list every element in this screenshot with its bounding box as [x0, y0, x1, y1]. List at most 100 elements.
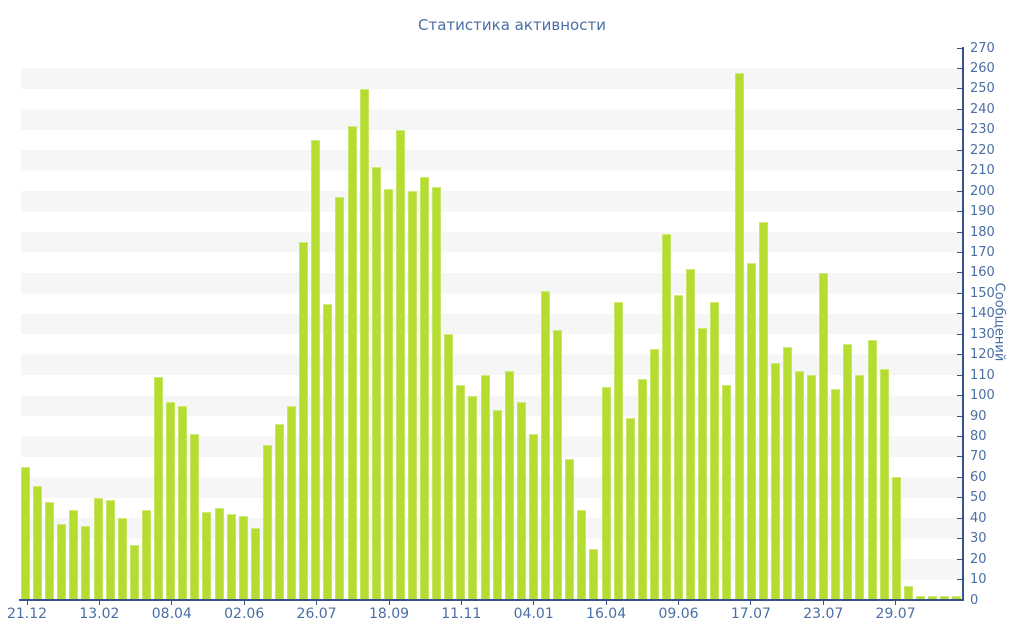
bar[interactable] — [492, 409, 502, 600]
bar[interactable] — [33, 485, 43, 600]
bar[interactable] — [93, 497, 103, 600]
bar[interactable] — [262, 444, 272, 600]
bar[interactable] — [952, 595, 962, 600]
bar[interactable] — [891, 477, 901, 600]
y-tick-mark — [957, 292, 962, 294]
bar[interactable] — [625, 418, 635, 600]
y-tick-label: 40 — [970, 510, 987, 526]
bar[interactable] — [553, 330, 563, 600]
y-tick-mark — [957, 272, 962, 274]
bar[interactable] — [226, 514, 236, 600]
bar[interactable] — [468, 395, 478, 600]
bar[interactable] — [541, 291, 551, 600]
bar[interactable] — [432, 187, 442, 600]
bar[interactable] — [686, 268, 696, 600]
bar[interactable] — [141, 510, 151, 600]
bar[interactable] — [311, 140, 321, 600]
bar[interactable] — [45, 501, 55, 600]
bar[interactable] — [879, 369, 889, 600]
bar[interactable] — [758, 221, 768, 600]
bar[interactable] — [299, 242, 309, 600]
bar[interactable] — [565, 458, 575, 600]
bar[interactable] — [637, 379, 647, 600]
bar[interactable] — [166, 401, 176, 600]
bar[interactable] — [928, 595, 938, 600]
bar[interactable] — [577, 510, 587, 600]
bar[interactable] — [347, 125, 357, 600]
bar[interactable] — [214, 508, 224, 600]
y-tick-mark — [957, 517, 962, 519]
bar[interactable] — [661, 234, 671, 600]
x-tick-label: 04.01 — [513, 606, 554, 622]
bar[interactable] — [154, 377, 164, 600]
bar[interactable] — [867, 340, 877, 600]
y-tick-mark — [957, 149, 962, 151]
y-tick-mark — [957, 354, 962, 356]
y-tick-label: 160 — [970, 265, 995, 281]
bar[interactable] — [238, 516, 248, 600]
bar[interactable] — [746, 262, 756, 600]
bar[interactable] — [903, 585, 913, 600]
bar[interactable] — [601, 387, 611, 600]
bar[interactable] — [770, 362, 780, 600]
bar[interactable] — [734, 72, 744, 600]
bar[interactable] — [105, 499, 115, 600]
bar[interactable] — [819, 272, 829, 600]
bar[interactable] — [710, 301, 720, 600]
y-axis-line — [962, 47, 964, 601]
bar[interactable] — [807, 375, 817, 600]
y-tick-mark — [957, 67, 962, 69]
bar[interactable] — [408, 191, 417, 600]
bar[interactable] — [915, 595, 925, 600]
x-tick-label: 09.06 — [658, 606, 699, 622]
bar[interactable] — [456, 385, 466, 600]
bar[interactable] — [383, 189, 393, 600]
bar[interactable] — [855, 375, 865, 600]
bar[interactable] — [782, 346, 792, 600]
bar[interactable] — [190, 434, 200, 600]
bar[interactable] — [21, 467, 30, 600]
bar[interactable] — [129, 544, 139, 600]
x-tick-label: 08.04 — [151, 606, 192, 622]
bar[interactable] — [395, 129, 405, 600]
bar[interactable] — [117, 518, 127, 600]
bar[interactable] — [831, 389, 841, 600]
bar[interactable] — [698, 328, 708, 600]
bar[interactable] — [287, 405, 297, 600]
y-tick-mark — [957, 190, 962, 192]
y-tick-mark — [957, 435, 962, 437]
bar[interactable] — [480, 375, 490, 600]
bar[interactable] — [940, 595, 950, 600]
bar[interactable] — [323, 303, 333, 600]
bar[interactable] — [528, 434, 538, 600]
bar[interactable] — [444, 334, 454, 600]
y-tick-mark — [957, 333, 962, 335]
bar[interactable] — [589, 548, 599, 600]
bar[interactable] — [250, 528, 260, 600]
bar[interactable] — [371, 166, 381, 600]
bar[interactable] — [722, 385, 732, 600]
y-tick-label: 10 — [970, 572, 987, 588]
bar[interactable] — [649, 348, 659, 600]
bar[interactable] — [420, 176, 430, 600]
bar[interactable] — [359, 88, 369, 600]
bar[interactable] — [504, 371, 514, 600]
y-tick-label: 20 — [970, 551, 987, 567]
bar[interactable] — [335, 197, 345, 600]
y-tick-label: 190 — [970, 204, 995, 220]
bar[interactable] — [613, 301, 623, 600]
bar[interactable] — [516, 401, 526, 600]
bar[interactable] — [674, 295, 684, 600]
bar[interactable] — [202, 512, 212, 600]
bar[interactable] — [69, 510, 79, 600]
bar[interactable] — [57, 524, 67, 600]
y-tick-label: 240 — [970, 101, 995, 117]
plot-area — [21, 48, 962, 600]
bar[interactable] — [81, 526, 91, 600]
bar[interactable] — [274, 424, 284, 600]
bar[interactable] — [843, 344, 853, 600]
bar[interactable] — [178, 405, 188, 600]
bar[interactable] — [795, 371, 804, 600]
x-tick-mark — [822, 601, 824, 605]
y-tick-mark — [957, 476, 962, 478]
